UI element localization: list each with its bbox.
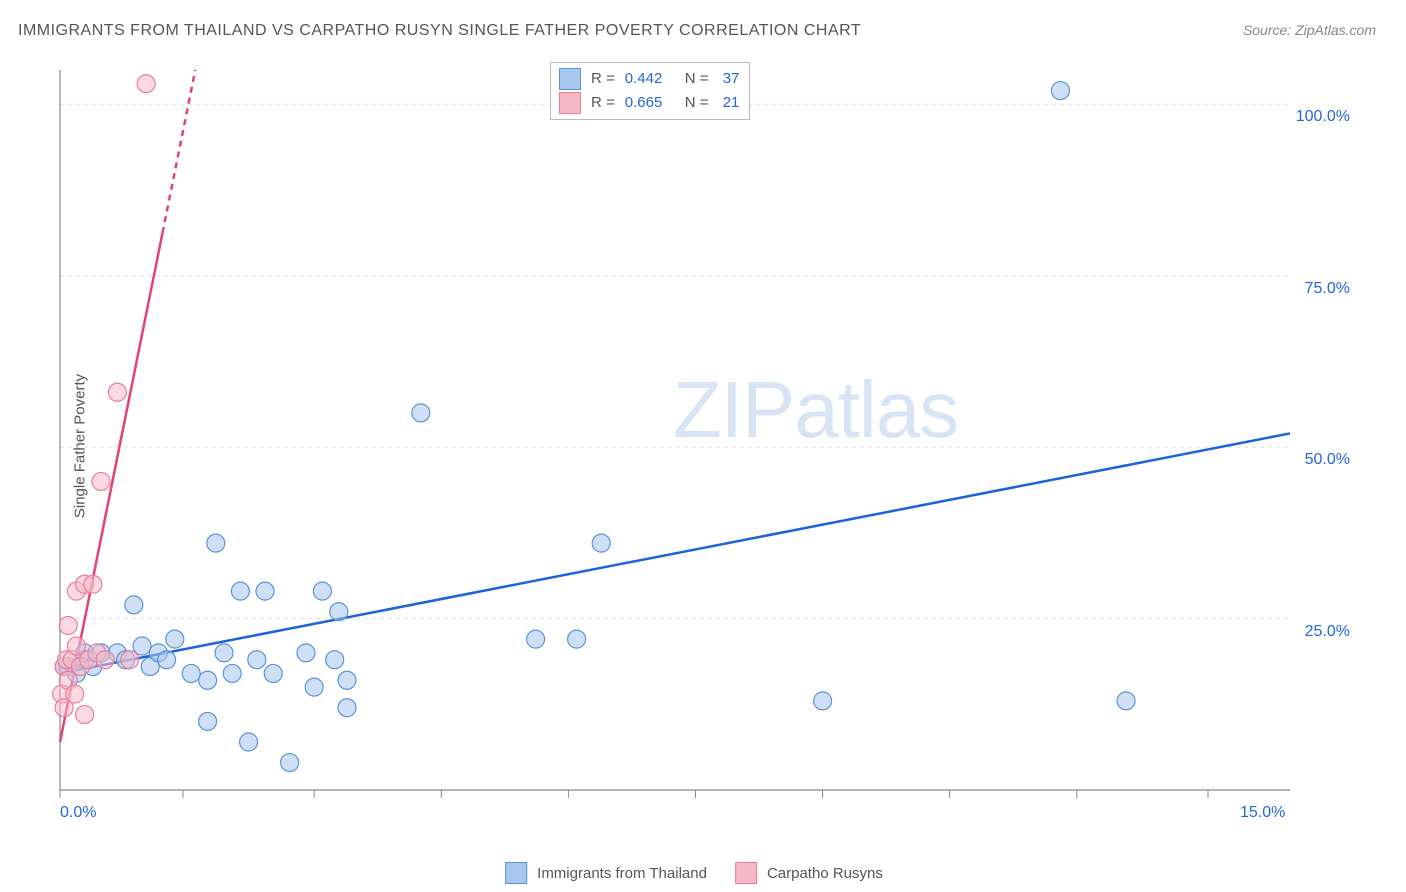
legend-swatch: [735, 862, 757, 884]
legend-label: Immigrants from Thailand: [537, 865, 707, 882]
r-value: 0.665: [625, 91, 675, 115]
r-label: R =: [591, 91, 615, 115]
n-value: 21: [719, 91, 740, 115]
legend-row: R = 0.442 N = 37: [559, 67, 739, 91]
correlation-legend: R = 0.442 N = 37 R = 0.665 N = 21: [550, 62, 750, 120]
legend-swatch: [559, 92, 581, 114]
chart-title: IMMIGRANTS FROM THAILAND VS CARPATHO RUS…: [18, 22, 861, 40]
r-value: 0.442: [625, 67, 675, 91]
legend-row: R = 0.665 N = 21: [559, 91, 739, 115]
x-tick-label: 15.0%: [1240, 804, 1285, 822]
y-tick-label: 50.0%: [1280, 451, 1350, 469]
legend-label: Carpatho Rusyns: [767, 865, 883, 882]
series-legend: Immigrants from Thailand Carpatho Rusyns: [505, 862, 901, 884]
legend-swatch: [559, 68, 581, 90]
y-tick-label: 75.0%: [1280, 280, 1350, 298]
y-tick-label: 25.0%: [1280, 623, 1350, 641]
n-label: N =: [685, 67, 709, 91]
y-tick-label: 100.0%: [1280, 108, 1350, 126]
x-tick-label: 0.0%: [60, 804, 96, 822]
source-label: Source: ZipAtlas.com: [1243, 22, 1376, 38]
legend-swatch: [505, 862, 527, 884]
scatter-plot: 0.0% 15.0% 25.0% 50.0% 75.0% 100.0%: [50, 60, 1350, 830]
n-label: N =: [685, 91, 709, 115]
n-value: 37: [719, 67, 740, 91]
r-label: R =: [591, 67, 615, 91]
